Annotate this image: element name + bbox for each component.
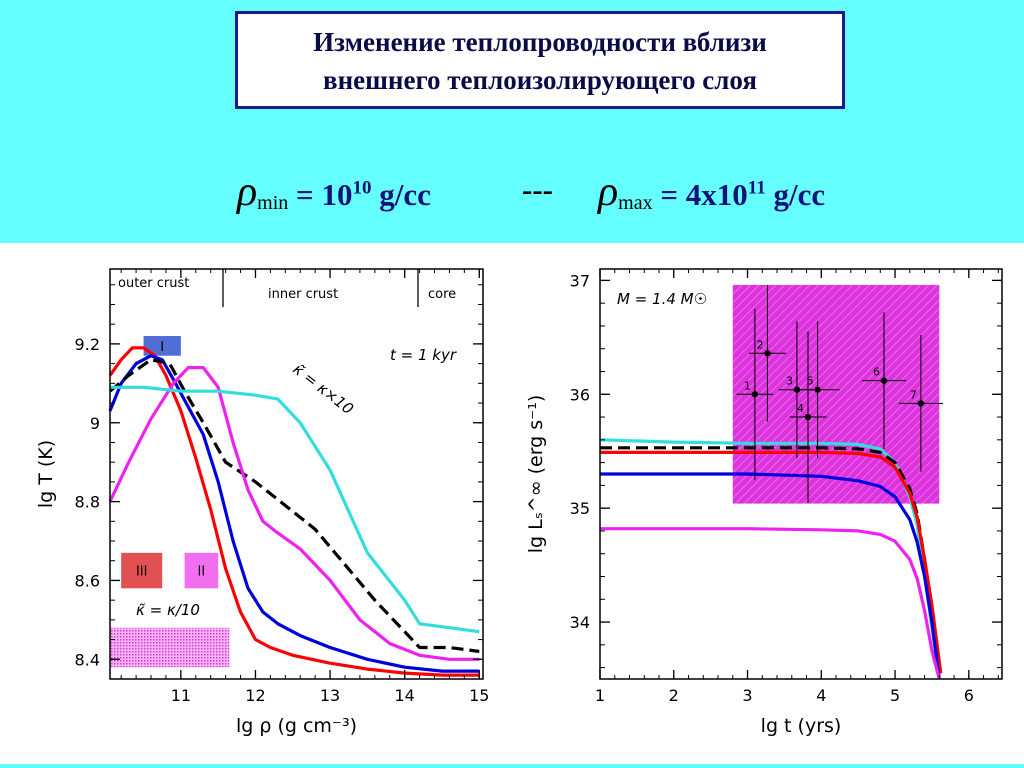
series-line [110, 385, 480, 634]
min-value: = 1010 g/cc [296, 177, 431, 212]
region-label-inner: inner crust [268, 287, 338, 302]
x-tick-label: 11 [171, 686, 191, 705]
y-tick-label: 8.4 [75, 650, 100, 669]
x-tick-label: 5 [890, 686, 900, 705]
x-tick-label: 3 [742, 686, 752, 705]
x-axis-label: lg t (yrs) [761, 715, 842, 737]
title-line-2: внешнего теплоизолирующего слоя [323, 65, 757, 95]
data-point [880, 377, 888, 384]
rho-max-formula: ρmax = 4x1011 g/cc [598, 168, 825, 216]
region-label-outer: outer crust [118, 276, 189, 291]
series-line [600, 472, 941, 680]
charts-area: I III II 11 12 13 14 15 8.4 8.6 8.8 9 9.2 lg ρ (g cm⁻… [0, 243, 1024, 768]
max-exponent: 11 [747, 177, 766, 199]
series-line [108, 358, 480, 653]
rho-min-formula: ρmin = 1010 g/cc [237, 168, 431, 216]
max-subscript: max [618, 192, 653, 214]
x-tick-label: 12 [245, 686, 265, 705]
data-point-label: 4 [797, 402, 804, 415]
data-point-label: 2 [756, 338, 763, 351]
kappa-x10-annotation: κ̃ = κ×10 [290, 360, 357, 418]
data-point-label: 7 [910, 388, 917, 401]
time-annotation: t = 1 kyr [390, 346, 457, 364]
y-tick-label: 34 [570, 613, 590, 632]
y-tick-label: 9 [90, 414, 100, 433]
y-tick-label: 36 [570, 385, 590, 404]
region-box-label: III [136, 565, 148, 580]
data-point [917, 400, 925, 407]
y-tick-label: 8.6 [75, 571, 100, 590]
min-exponent: 10 [352, 177, 372, 199]
max-value: = 4x1011 g/cc [660, 177, 826, 212]
region-box-label: II [198, 565, 206, 580]
rho-symbol: ρ [237, 169, 258, 215]
header-area: Изменение теплопроводности вблизи внешне… [0, 0, 1024, 243]
x-tick-label: 15 [469, 686, 489, 705]
data-point-label: 1 [744, 379, 751, 392]
title-line-1: Изменение теплопроводности вблизи [313, 27, 767, 57]
x-tick-label: 13 [320, 686, 340, 705]
data-point [764, 350, 771, 357]
region-box [184, 552, 219, 589]
x-tick-label: 14 [394, 686, 414, 705]
series-line [108, 354, 480, 673]
series-line [600, 527, 941, 680]
region-box [143, 336, 181, 356]
y-tick-label: 35 [570, 499, 590, 518]
x-tick-label: 4 [816, 686, 826, 705]
x-tick-label: 6 [964, 686, 974, 705]
data-point-label: 3 [786, 375, 793, 388]
plot-frame [599, 268, 1003, 680]
series-line [600, 446, 941, 674]
kappa-div10-annotation: κ̃ = κ/10 [136, 601, 200, 619]
x-axis-label: lg ρ (g cm⁻³) [236, 715, 357, 737]
data-point [804, 413, 812, 421]
x-tick-label: 1 [595, 686, 605, 705]
x-tick-label: 2 [669, 686, 679, 705]
rho-symbol-max: ρ [598, 169, 619, 215]
data-point-label: 6 [873, 366, 880, 379]
separator: --- [522, 172, 553, 207]
slide-title: Изменение теплопроводности вблизи внешне… [235, 11, 845, 109]
y-tick-label: 8.8 [75, 493, 100, 512]
region-label-core: core [428, 287, 456, 302]
y-tick-label: 9.2 [75, 335, 100, 354]
series-line [108, 346, 480, 677]
data-point [814, 386, 821, 393]
y-axis-label: lg T (K) [35, 440, 57, 508]
data-point-label: 5 [807, 375, 814, 388]
y-tick-label: 37 [570, 271, 590, 290]
min-subscript: min [257, 192, 289, 214]
series-line [600, 450, 943, 674]
plot-frame [109, 268, 484, 680]
y-axis-label: lg Lₛ^∞ (erg s⁻¹) [525, 395, 547, 553]
region-box [121, 552, 163, 589]
mass-annotation: M = 1.4 M☉ [617, 290, 707, 308]
region-box [110, 627, 230, 668]
data-point [751, 391, 759, 398]
region-box-label: I [160, 340, 164, 355]
